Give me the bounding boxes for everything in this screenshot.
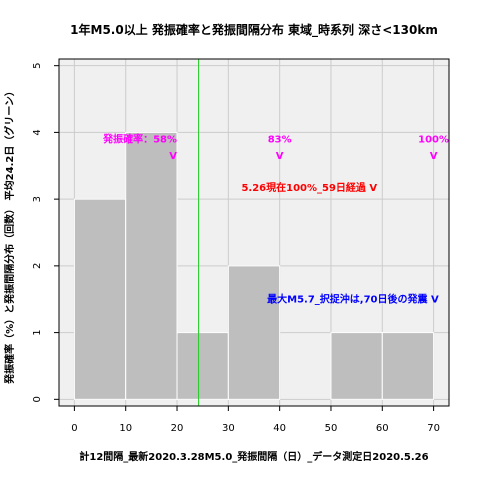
x-tick-label: 20: [171, 423, 184, 434]
bars: [73, 131, 435, 400]
annotations: 発振確率：58% V 83% V 100% V 5.26現在100%_59日経過 V 最大M5…: [102, 132, 449, 305]
y-tick-label: 0: [32, 396, 43, 402]
y-tick-label: 2: [32, 263, 43, 269]
histogram-bar: [330, 332, 383, 400]
x-tick-label: 30: [222, 423, 235, 434]
annotation-label: 5.26現在100%_59日経過 V: [241, 181, 377, 194]
y-tick-label: 4: [32, 129, 43, 135]
x-tick-label: 40: [273, 423, 286, 434]
annotation-label: 最大M5.7_択捉沖は,70日後の発震 V: [267, 293, 439, 306]
x-tick-label: 70: [427, 423, 440, 434]
x-axis-label: 計12間隔_最新2020.3.28M5.0_発振間隔（日）_データ測定日2020…: [79, 450, 428, 463]
x-tick-label: 10: [119, 423, 132, 434]
chart-title: 1年M5.0以上 発振確率と発振間隔分布 東域_時系列 深さ<130km: [70, 22, 438, 38]
y-axis-label: 発振確率（%）と発振間隔分布（回数） 平均24.2日（グリーン）: [3, 86, 16, 385]
annotation-label: V: [169, 151, 177, 162]
x-tick-label: 0: [71, 423, 77, 434]
histogram-bar: [381, 332, 435, 400]
x-axis-ticks: 0 10 20 30 40 50 60 70: [71, 406, 440, 434]
annotation-label: V: [430, 151, 438, 162]
x-tick-label: 60: [376, 423, 389, 434]
histogram-bar: [176, 332, 229, 400]
histogram-bar: [227, 265, 281, 400]
y-tick-label: 5: [32, 62, 43, 68]
annotation-label: V: [276, 151, 284, 162]
x-tick-label: 50: [325, 423, 338, 434]
histogram-bar: [73, 198, 127, 400]
y-tick-label: 1: [32, 329, 43, 335]
annotation-label: 83%: [268, 134, 292, 145]
plot-frame: [58, 58, 450, 407]
histogram-bar: [125, 131, 178, 400]
annotation-label: 100%: [418, 134, 449, 145]
y-axis-ticks: 0 1 2 3 4 5: [32, 62, 59, 403]
annotation-label: 発振確率：58%: [102, 132, 177, 145]
y-tick-label: 3: [32, 196, 43, 202]
